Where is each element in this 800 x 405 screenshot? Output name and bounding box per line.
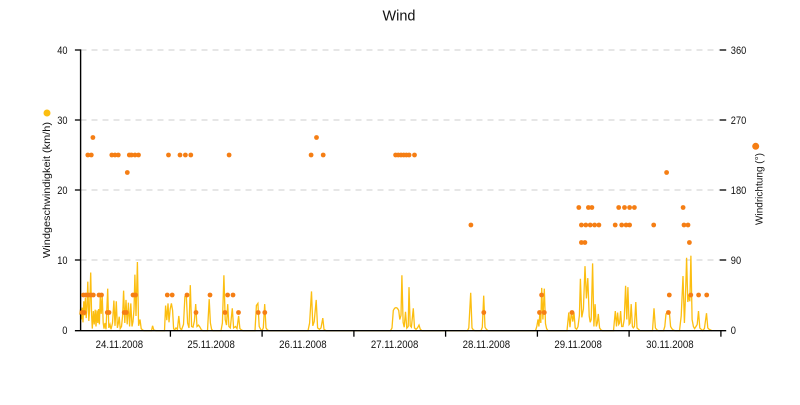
svg-text:29.11.2008: 29.11.2008 xyxy=(554,339,602,351)
svg-text:Wind: Wind xyxy=(383,9,416,25)
svg-text:90: 90 xyxy=(731,255,741,267)
svg-text:360: 360 xyxy=(731,45,747,57)
svg-text:Windrichtung (°): Windrichtung (°) xyxy=(754,153,766,225)
svg-text:10: 10 xyxy=(57,255,67,267)
svg-text:24.11.2008: 24.11.2008 xyxy=(96,339,144,351)
svg-text:25.11.2008: 25.11.2008 xyxy=(187,339,235,351)
svg-text:30: 30 xyxy=(57,115,67,127)
svg-text:180: 180 xyxy=(731,185,747,197)
svg-text:20: 20 xyxy=(57,185,67,197)
svg-text:40: 40 xyxy=(57,45,67,57)
svg-text:0: 0 xyxy=(62,325,67,337)
svg-text:27.11.2008: 27.11.2008 xyxy=(371,339,419,351)
svg-text:0: 0 xyxy=(731,325,736,337)
svg-text:30.11.2008: 30.11.2008 xyxy=(646,339,694,351)
svg-text:270: 270 xyxy=(731,115,747,127)
svg-text:26.11.2008: 26.11.2008 xyxy=(279,339,327,351)
svg-text:28.11.2008: 28.11.2008 xyxy=(463,339,511,351)
svg-text:Windgeschwindigkeit (km/h): Windgeschwindigkeit (km/h) xyxy=(41,122,53,258)
